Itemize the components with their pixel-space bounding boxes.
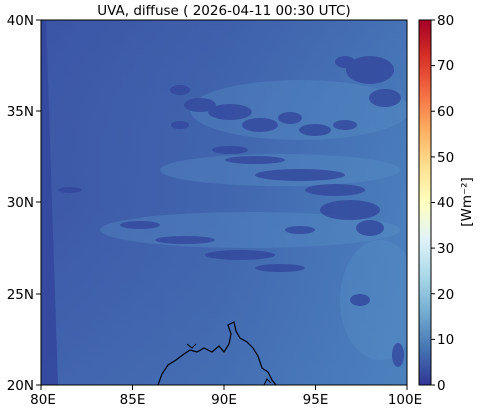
map-title: UVA, diffuse ( 2026-04-11 00:30 UTC) <box>97 3 350 19</box>
colorbar-label: [Wm⁻²] <box>459 177 475 227</box>
x-tick-label: 95E <box>303 392 329 408</box>
dark-cloud-patches <box>58 56 404 367</box>
x-tick-label: 85E <box>120 392 146 408</box>
colorbar-tick-label: 50 <box>437 150 454 166</box>
x-axis: 80E 85E 90E 95E 100E <box>30 385 422 408</box>
colorbar-ticks <box>431 19 435 386</box>
colorbar-gradient <box>419 20 431 385</box>
colorbar-tick-label: 10 <box>437 332 454 348</box>
y-axis: 20N 25N 30N 35N 40N <box>7 13 41 394</box>
x-tick-label: 80E <box>30 392 56 408</box>
colorbar: 0 10 20 30 40 50 60 70 80 [Wm⁻²] <box>418 13 475 394</box>
colorbar-tick-label: 80 <box>437 13 454 29</box>
y-tick-label: 20N <box>7 378 34 394</box>
y-tick-label: 35N <box>7 104 34 120</box>
colorbar-tick-label: 0 <box>437 378 446 394</box>
colorbar-tick-label: 70 <box>437 58 454 74</box>
coastline <box>157 321 277 385</box>
colorbar-tick-label: 30 <box>437 241 454 257</box>
x-tick-label: 90E <box>211 392 237 408</box>
colorbar-tick-label: 20 <box>437 287 454 303</box>
x-tick-label: 100E <box>388 392 422 408</box>
y-tick-label: 30N <box>7 195 34 211</box>
colorbar-tick-label: 40 <box>437 195 454 211</box>
y-tick-label: 25N <box>7 287 34 303</box>
y-tick-label: 40N <box>7 13 34 29</box>
uva-field <box>41 20 407 385</box>
colorbar-tick-label: 60 <box>437 104 454 120</box>
